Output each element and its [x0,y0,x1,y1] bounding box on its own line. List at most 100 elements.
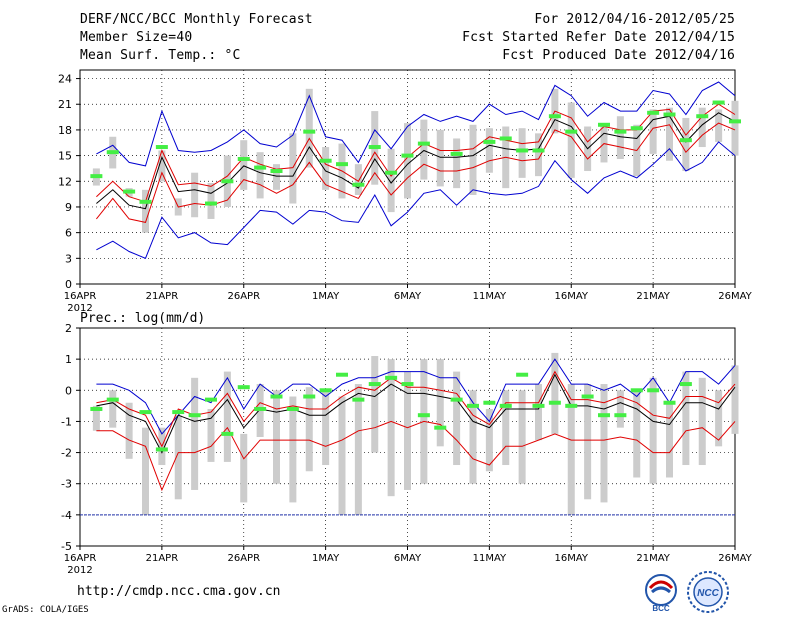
panel1-observed-mark [548,114,561,119]
panel2-spread-box [731,365,739,434]
panel2-observed-mark [565,403,578,408]
panel2-observed-mark [516,372,529,377]
panel2-spread-box [354,384,362,515]
panel2-observed-mark [106,397,119,402]
panel2-spread-box [485,408,493,472]
panel1-observed-mark [499,136,512,141]
panel1-observed-mark [663,112,676,117]
panel2-spread-box [633,390,641,478]
panel1-spread-box [469,124,477,195]
panel1-spread-box [207,182,215,219]
panel2-observed-mark [319,388,332,393]
panel1-series-min [96,141,736,259]
panel2-spread-box [649,377,657,484]
panel1-xtick-label: 21APR [146,291,179,302]
panel2-title: Prec.: log(mm/d) [80,311,205,326]
source-url[interactable]: http://cmdp.ncc.cma.gov.cn [77,584,281,599]
panel2-spread-box [174,415,182,500]
panel2-spread-box [273,390,280,484]
panel2-observed-mark [434,425,447,430]
panel2-spread-box [436,359,444,447]
panel1-xtick-label: 1MAY [312,291,340,302]
panel2-spread-box [682,371,690,466]
panel1-observed-mark [696,114,709,119]
panel2-observed-mark [155,447,168,452]
panel2-spread-box [469,390,477,484]
panel2-spread-box [142,427,149,515]
panel1-ytick-label: 12 [58,175,72,188]
panel1-spread-box [485,128,493,173]
panel2-spread-box [502,390,510,466]
panel2-observed-mark [270,394,283,399]
panel2-spread-box [223,371,231,462]
panel2-observed-mark [221,431,234,436]
panel2-xtick-label: 6MAY [394,553,422,564]
panel1-observed-mark [336,162,348,167]
panel2-series-max [96,358,736,435]
panel1-observed-mark [155,145,168,150]
panel2-observed-mark [401,382,414,387]
panel2-spread-box [584,384,592,500]
forecast-period-label: For 2012/04/16-2012/05/25 [534,12,735,27]
panel1-observed-mark [598,122,610,127]
panel1-observed-mark [123,189,136,194]
panel1-observed-mark [647,110,660,115]
panel2-ytick-label: -4 [61,509,72,522]
panel2-observed-mark [450,397,463,402]
panel2-observed-mark [90,406,103,411]
panel2-ytick-label: -5 [61,540,72,553]
panel1-spread-box [682,117,690,172]
panel2-observed-mark [303,394,316,399]
panel2-year-label: 2012 [67,565,92,576]
panel2-observed-mark [548,400,561,405]
panel1-observed-mark [483,139,496,144]
produced-date-label: Fcst Produced Date 2012/04/16 [502,48,735,63]
panel2-xtick-label: 16APR [64,553,97,564]
panel2-spread-box [338,396,346,515]
panel1-observed-mark [417,141,430,146]
panel2-observed-mark [205,397,217,402]
panel2-spread-box [289,396,297,503]
panel1-ytick-label: 9 [65,201,72,214]
panel2-xtick-label: 26MAY [718,553,752,564]
chart-title: DERF/NCC/BCC Monthly Forecast [80,12,313,27]
grads-credit: GrADS: COLA/IGES [2,605,89,615]
panel1-spread-box [698,107,706,148]
panel1-series-max [96,81,736,167]
panel1-observed-mark [237,157,250,162]
panel2-spread-box [207,408,215,462]
panel1-ytick-label: 0 [65,278,72,291]
panel1-series-lower [96,122,736,223]
ncc-logo: NCC [687,571,729,613]
panel2-series-lower [96,420,736,492]
panel1-ytick-label: 15 [58,150,72,163]
panel1-ytick-label: 24 [58,73,72,86]
panel1-observed-mark [368,145,381,150]
panel2-ytick-label: 0 [65,384,72,397]
panel2-spread-box [92,405,100,431]
svg-text:NCC: NCC [697,588,719,599]
panel2-spread-box [666,402,673,478]
panel1-observed-mark [401,153,414,158]
panel1-spread-box [256,152,264,199]
panel2-observed-mark [417,413,430,418]
panel1-spread-box [436,129,444,187]
member-size-label: Member Size=40 [80,30,193,45]
panel2-observed-mark [663,400,676,405]
variable-label: Mean Surf. Temp.: °C [80,48,241,63]
panel2-spread-box [535,384,542,441]
panel2-ytick-label: 2 [65,322,72,335]
panel1-spread-box [404,123,411,199]
panel1-spread-box [142,189,149,233]
panel2-observed-mark [368,382,381,387]
panel1-observed-mark [450,151,463,156]
panel1-observed-mark [729,119,741,124]
panel1-ytick-label: 18 [58,124,72,137]
panel2-spread-box [715,390,723,447]
panel2-observed-mark [679,382,692,387]
panel1-observed-mark [385,170,398,175]
panel1-spread-box [354,164,362,195]
panel1-observed-mark [139,199,152,204]
panel1-spread-box [273,164,280,190]
panel1-xtick-label: 16MAY [554,291,588,302]
